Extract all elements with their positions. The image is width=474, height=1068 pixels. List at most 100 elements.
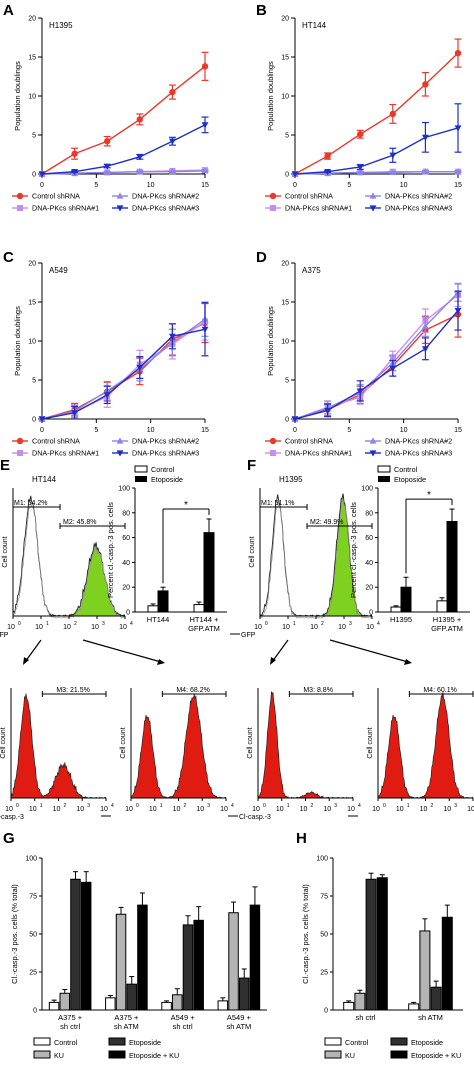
x-tick-label-a: 15: [201, 182, 209, 189]
panel-label-a: A: [3, 2, 14, 19]
bar-y-tick-label-f-bars: 40: [365, 560, 373, 567]
bar-y-tick-label-e-bars: 80: [122, 510, 130, 517]
x-tick-label-d: 5: [347, 427, 351, 434]
flow-x-tick-base-casp-m3-f: 10: [323, 806, 331, 813]
bar-control: [408, 1003, 420, 1011]
bar-control: [217, 1000, 229, 1011]
bar-category-label-h: sh ATM: [418, 1013, 443, 1022]
bar-y-tick-label-e-bars: 20: [122, 585, 130, 592]
flow-x-tick-base-casp-m3-f: 10: [252, 806, 260, 813]
casp-histogram-m3: [257, 691, 354, 799]
y-tick-label-c: 5: [32, 378, 36, 385]
legend-label-control: Control shRNA: [32, 192, 80, 201]
flow-y-label-casp-m3-f: Cell count: [247, 727, 254, 758]
chart-title-c: A549: [49, 266, 68, 275]
flow-x-tick-base-gfp-e: 10: [63, 624, 71, 631]
series-line-sh2: [41, 318, 206, 420]
bar-category-label-g: A375 +: [58, 1013, 83, 1022]
legend-swatch-etoposide: [378, 476, 390, 482]
gate-label-m2-e: M2: 45.8%: [63, 519, 96, 526]
panel-label-b: B: [256, 2, 267, 19]
legend-label-sh2: DNA-PKcs shRNA#2: [385, 192, 452, 201]
y-tick-label-a: 0: [32, 172, 36, 179]
bar-y-tick-label-f-bars: 20: [365, 585, 373, 592]
flow-x-tick-exp-casp-m3-f: 3: [334, 803, 337, 809]
bar-y-tick-label-g: 25: [29, 970, 37, 977]
y-tick-label-a: 15: [28, 55, 36, 62]
bar-category-label-g: sh ctrl: [173, 1022, 193, 1031]
legend-label-sh2: DNA-PKcs shRNA#2: [385, 437, 452, 446]
data-point-sh3: [169, 333, 176, 340]
flow-x-tick-exp-casp-m4-e: 2: [184, 803, 187, 809]
flow-x-tick-exp-casp-m4-f: 3: [454, 803, 457, 809]
flow-x-tick-exp-casp-m3-e: 2: [64, 803, 67, 809]
bar-y-tick-label-g: 75: [29, 894, 37, 901]
legend-label-etoposide: Etoposide: [151, 475, 183, 484]
y-tick-label-b: 5: [285, 133, 289, 140]
x-tick-label-c: 10: [147, 427, 155, 434]
x-tick-label-b: 10: [400, 182, 408, 189]
bar-etoposide-ku: [137, 904, 148, 1011]
y-axis-label-c: Population doublings: [13, 306, 22, 376]
flow-x-tick-base-casp-m4-e: 10: [149, 806, 157, 813]
bar-ku: [59, 992, 71, 1011]
data-point-control: [389, 110, 396, 118]
x-tick-label-a: 10: [147, 182, 155, 189]
gfp-positive-fill: [60, 542, 125, 616]
flow-x-tick-base-casp-m4-e: 10: [196, 806, 204, 813]
flow-x-tick-exp-casp-m3-f: 0: [263, 803, 266, 809]
bar-control: [161, 1001, 172, 1011]
legend-marker-sh2: [116, 437, 124, 444]
bar-y-tick-label-e-bars: 60: [122, 535, 130, 542]
flow-x-tick-exp-casp-m4-e: 1: [160, 803, 163, 809]
bar-y-tick-label-e-bars: 40: [122, 560, 130, 567]
bar-ku: [419, 930, 431, 1011]
legend-swatch-ku: [324, 1050, 342, 1059]
flow-x-tick-exp-gfp-e: 4: [130, 621, 133, 627]
data-point-sh3: [38, 171, 46, 178]
flow-x-tick-base-gfp-e: 10: [35, 624, 43, 631]
bar-y-axis-label-e-bars: Percent cl.-casp.-3 pos. cells: [106, 502, 115, 598]
flow-x-tick-exp-casp-m3-e: 3: [87, 803, 90, 809]
bar-y-axis-label-g: Cl.-casp.-3 pos. cells (% total): [10, 884, 19, 984]
bar-y-tick-label-h: 100: [316, 856, 328, 863]
chart-title-d: A375: [302, 266, 321, 275]
flow-x-tick-exp-casp-m3-e: 4: [111, 803, 114, 809]
bar-ku: [172, 994, 183, 1011]
bar-etoposide: [430, 986, 442, 1011]
flow-x-tick-exp-gfp-e: 1: [46, 621, 49, 627]
legend-swatch-control: [134, 465, 148, 473]
panel-h-bar-chart: H 0 25 50 75 100 Cl.-casp.-3 pos. cells (% tot…: [296, 830, 463, 1060]
flow-x-tick-exp-gfp-f: 0: [265, 621, 268, 627]
legend-marker-sh3: [116, 450, 124, 457]
legend-marker-sh2: [369, 437, 377, 444]
flow-x-tick-exp-gfp-f: 2: [321, 621, 324, 627]
series-line-sh2: [294, 292, 459, 420]
flow-x-tick-base-casp-m3-e: 10: [76, 806, 84, 813]
legend-marker-sh3: [369, 205, 377, 212]
flow-x-tick-exp-casp-m4-e: 0: [136, 803, 139, 809]
x-tick-label-a: 0: [40, 182, 44, 189]
y-axis-label-a: Population doublings: [13, 61, 22, 131]
flow-x-tick-exp-casp-m3-e: 0: [16, 803, 19, 809]
bar-control: [343, 1001, 355, 1011]
series-line-control: [294, 313, 459, 420]
flow-x-tick-exp-casp-m4-f: 2: [431, 803, 434, 809]
legend-marker-sh1: [270, 450, 276, 456]
y-tick-label-a: 5: [32, 133, 36, 140]
bar-y-tick-label-f-bars: 100: [361, 486, 373, 493]
flow-x-label-casp-m3-e: Cl-casp.-3: [0, 814, 24, 821]
flow-y-label-gfp-f: Cell count: [249, 536, 256, 567]
y-tick-label-b: 0: [285, 172, 289, 179]
bar-ku: [354, 992, 366, 1011]
bar-category-label-f-bars: H1395: [390, 615, 412, 624]
flow-x-label-gfp-e: GFP: [0, 632, 9, 639]
data-point-sh2: [103, 168, 111, 176]
bar-category-label-g: sh ctrl: [60, 1022, 80, 1031]
bar-category-label-g: sh ATM: [114, 1022, 139, 1031]
flow-x-tick-base-casp-m4-f: 10: [467, 806, 474, 813]
flow-x-tick-exp-casp-m4-e: 4: [231, 803, 234, 809]
y-axis-label-b: Population doublings: [266, 61, 275, 131]
flow-x-tick-exp-gfp-f: 4: [377, 621, 380, 627]
data-point-sh2: [422, 168, 429, 175]
